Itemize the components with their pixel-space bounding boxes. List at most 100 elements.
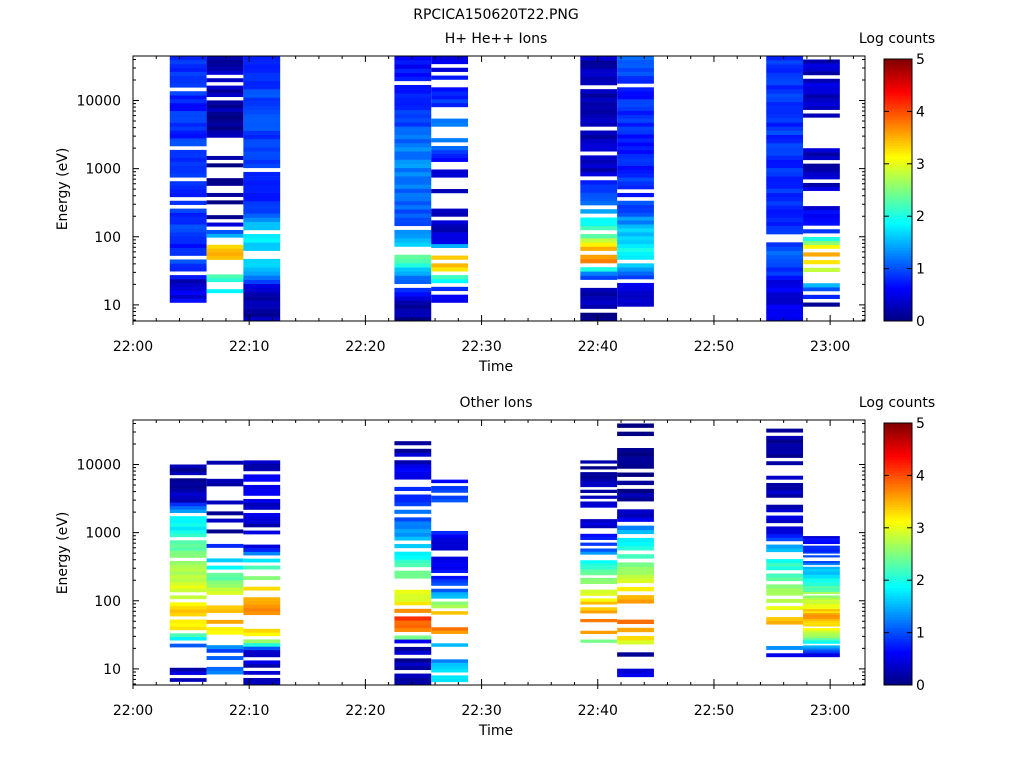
- heatmap-cell: [431, 122, 469, 127]
- heatmap-cell: [766, 200, 804, 206]
- heatmap-cell: [766, 151, 804, 156]
- colorbar-swatch: [884, 271, 912, 275]
- heatmap-cell: [803, 562, 840, 566]
- heatmap-cell: [169, 259, 207, 264]
- panel-other-y-label: Energy (eV): [55, 512, 71, 595]
- heatmap-cell: [803, 637, 840, 640]
- colorbar-tick-label: 5: [916, 416, 925, 432]
- heatmap-cell: [243, 205, 281, 210]
- heatmap-cell: [243, 488, 281, 493]
- colorbar-tick-label: 2: [916, 209, 925, 225]
- heatmap-cell: [766, 126, 804, 131]
- heatmap-cell: [169, 192, 207, 198]
- heatmap-cell: [431, 102, 469, 108]
- colorbar-swatch: [884, 551, 912, 555]
- heatmap-column-1: [169, 464, 207, 682]
- colorbar-swatch: [884, 279, 912, 283]
- heatmap-cell: [394, 64, 432, 69]
- heatmap-cell: [243, 607, 281, 612]
- heatmap-cell: [617, 181, 654, 186]
- colorbar-swatch: [884, 140, 912, 144]
- heatmap-cell: [243, 192, 281, 198]
- colorbar-swatch: [884, 609, 912, 613]
- heatmap-cell: [766, 118, 804, 123]
- heatmap-cell: [803, 568, 840, 571]
- heatmap-cell: [206, 478, 244, 483]
- heatmap-cell: [617, 149, 654, 155]
- heatmap-cell: [243, 122, 281, 127]
- colorbar-swatch: [884, 169, 912, 173]
- heatmap-cell: [766, 519, 804, 524]
- heatmap-cell: [617, 126, 654, 131]
- colorbar-swatch: [884, 540, 912, 545]
- heatmap-cell: [617, 138, 654, 143]
- heatmap-cell: [803, 566, 840, 569]
- heatmap-cell: [580, 577, 618, 582]
- heatmap-cell: [617, 165, 654, 170]
- heatmap-cell: [766, 171, 804, 177]
- colorbar-swatch: [884, 100, 912, 105]
- heatmap-cell: [394, 635, 432, 640]
- colorbar-swatch: [884, 77, 912, 81]
- heatmap-cell: [169, 554, 207, 558]
- colorbar-swatch: [884, 491, 912, 495]
- heatmap-cell: [394, 163, 432, 169]
- heatmap-cell: [169, 529, 207, 534]
- heatmap-cell: [243, 105, 281, 111]
- heatmap-cell: [206, 122, 244, 127]
- heatmap-cell: [803, 608, 840, 612]
- heatmap-cell: [617, 509, 654, 514]
- colorbar-swatch: [884, 485, 912, 489]
- heatmap-cell: [394, 130, 432, 135]
- heatmap-cell: [169, 567, 207, 572]
- heatmap-cell: [803, 236, 840, 242]
- heatmap-cell: [206, 572, 244, 577]
- heatmap-cell: [803, 614, 840, 617]
- colorbar-swatch: [884, 622, 912, 626]
- heatmap-cell: [394, 681, 432, 686]
- heatmap-cell: [394, 138, 432, 144]
- heatmap-cell: [169, 59, 207, 65]
- heatmap-cell: [243, 155, 281, 160]
- heatmap-cell: [169, 478, 207, 483]
- heatmap-cell: [766, 588, 804, 592]
- heatmap-cell: [169, 157, 207, 162]
- panel-other-axes: 22:00 22:10 22:20 22:30 22:40 22:50 23:00 10 100…: [76, 420, 865, 719]
- heatmap-cell: [766, 229, 804, 235]
- heatmap-column-6: [580, 460, 618, 643]
- heatmap-cell: [169, 142, 207, 147]
- heatmap-cell: [206, 482, 244, 487]
- colorbar-swatch: [884, 632, 912, 636]
- colorbar-swatch: [884, 664, 912, 668]
- heatmap-cell: [243, 163, 281, 169]
- heatmap-cell: [169, 492, 207, 496]
- heatmap-cell: [617, 290, 654, 295]
- heatmap-cell: [803, 591, 840, 594]
- heatmap-cell: [243, 118, 281, 123]
- heatmap-cell: [243, 551, 281, 556]
- x-tick-label: 22:40: [578, 339, 618, 355]
- heatmap-cell: [580, 548, 618, 552]
- heatmap-cell: [580, 93, 618, 98]
- heatmap-cell: [394, 589, 432, 594]
- heatmap-cell: [580, 304, 618, 309]
- heatmap-cell: [766, 544, 804, 549]
- heatmap-cell: [580, 118, 618, 123]
- heatmap-cell: [766, 263, 804, 268]
- heatmap-cell: [803, 570, 840, 573]
- heatmap-cell: [243, 628, 281, 633]
- heatmap-cell: [617, 541, 654, 547]
- heatmap-cell: [766, 453, 804, 458]
- heatmap-cell: [803, 59, 840, 64]
- heatmap-cell: [169, 550, 207, 555]
- heatmap-cell: [617, 275, 654, 280]
- colorbar-swatch: [884, 234, 912, 238]
- colorbar-swatch: [884, 593, 912, 597]
- heatmap-column-5: [431, 56, 469, 303]
- heatmap-cell: [394, 677, 432, 682]
- heatmap-cell: [766, 292, 804, 297]
- heatmap-cell: [394, 544, 432, 549]
- heatmap-cell: [206, 93, 244, 98]
- x-tick-label: 22:10: [229, 703, 269, 719]
- heatmap-cell: [243, 159, 281, 164]
